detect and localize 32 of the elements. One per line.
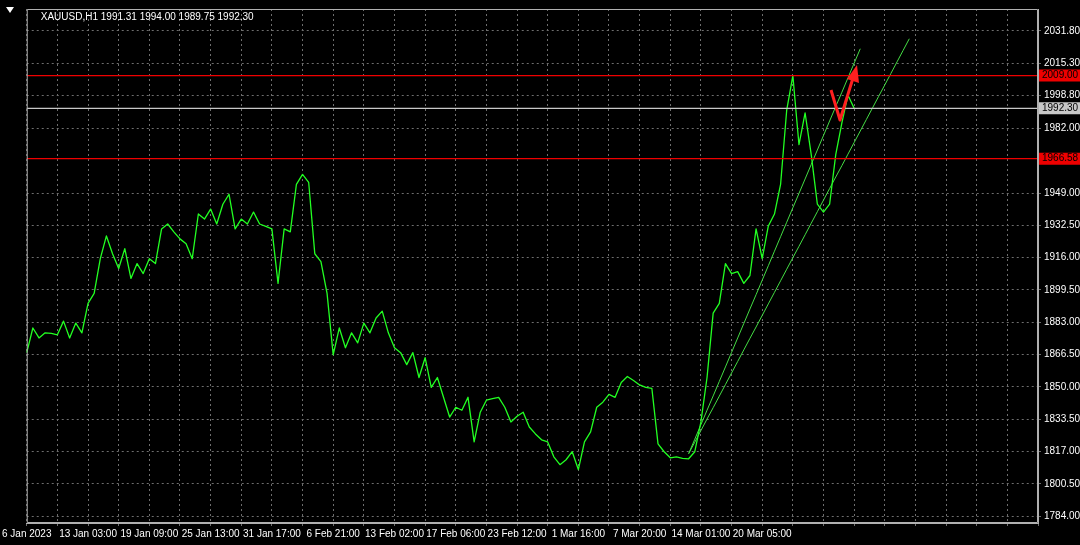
y-tick-label: 1817.00 [1044,445,1080,457]
x-tick-label: 14 Mar 01:00 [671,527,731,539]
x-tick-label: 23 Feb 12:00 [487,527,547,539]
x-tick-label: 31 Jan 17:00 [242,527,302,539]
chart-title: XAUUSD,H1 1991.31 1994.00 1989.75 1992.30 [40,10,255,22]
y-tick-label: 1784.00 [1044,509,1080,521]
x-tick-label: 6 Jan 2023 [1,527,52,539]
y-tick-label: 1982.00 [1044,122,1080,134]
y-tick-label: 2015.30 [1044,56,1080,68]
ref-line-label: 1966.58 [1042,152,1079,164]
x-tick-label: 1 Mar 16:00 [551,527,606,539]
x-tick-label: 13 Feb 02:00 [365,527,425,539]
y-tick-label: 1916.00 [1044,251,1080,263]
y-tick-label: 1883.00 [1044,316,1080,328]
y-tick-label: 1800.50 [1044,477,1080,489]
y-tick-label: 2031.80 [1044,24,1080,36]
y-tick-label: 1949.00 [1044,186,1080,198]
x-tick-label: 6 Feb 21:00 [306,527,361,539]
y-tick-label: 1866.50 [1044,348,1080,360]
x-tick-label: 13 Jan 03:00 [59,527,118,539]
ref-line-label: 1992.30 [1042,102,1079,114]
x-tick-label: 19 Jan 09:00 [120,527,179,539]
y-tick-label: 1899.50 [1044,283,1080,295]
x-tick-label: 17 Feb 06:00 [426,527,486,539]
y-tick-label: 1833.50 [1044,412,1080,424]
x-tick-label: 20 Mar 05:00 [732,527,793,539]
x-tick-label: 7 Mar 20:00 [612,527,667,539]
ref-line-label: 2009.00 [1042,69,1079,81]
y-tick-label: 1932.50 [1044,219,1080,231]
y-tick-label: 1850.00 [1044,380,1080,392]
y-tick-label: 1998.80 [1044,89,1080,101]
x-tick-label: 25 Jan 13:00 [181,527,240,539]
